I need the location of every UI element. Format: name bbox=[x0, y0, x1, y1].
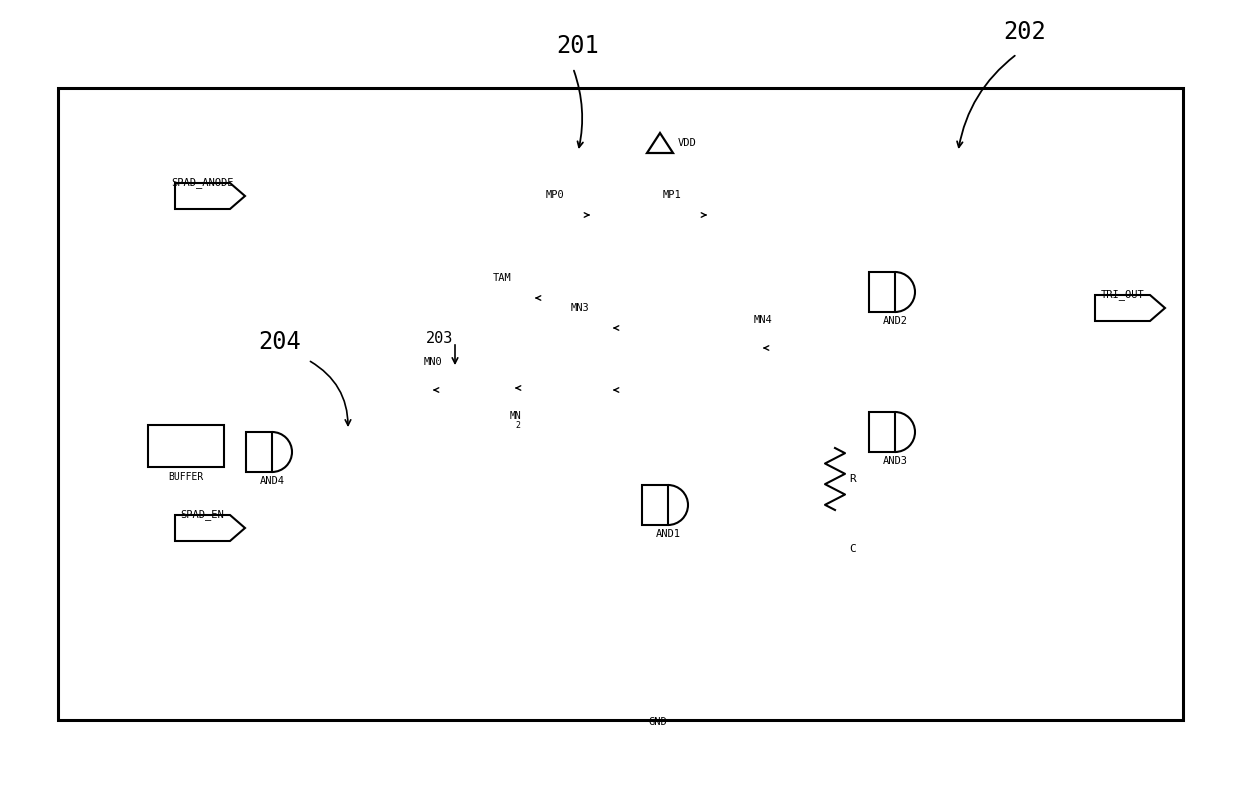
Text: TAM: TAM bbox=[492, 273, 511, 283]
Bar bbox=[869, 272, 895, 312]
Bar bbox=[642, 485, 668, 525]
Text: SPAD_ANODE: SPAD_ANODE bbox=[171, 178, 234, 189]
Text: VDD: VDD bbox=[678, 138, 697, 148]
Polygon shape bbox=[175, 183, 246, 209]
Text: AND4: AND4 bbox=[259, 476, 284, 486]
Text: MP0: MP0 bbox=[546, 190, 564, 200]
Text: BUFFER: BUFFER bbox=[169, 472, 203, 482]
Text: 204: 204 bbox=[259, 330, 301, 354]
Text: 201: 201 bbox=[557, 34, 599, 58]
Text: MP1: MP1 bbox=[662, 190, 681, 200]
Text: 203: 203 bbox=[427, 331, 454, 346]
Text: AND2: AND2 bbox=[883, 316, 908, 326]
Text: GND: GND bbox=[649, 717, 667, 727]
Text: 2: 2 bbox=[516, 421, 521, 429]
Bar bbox=[246, 432, 272, 472]
Text: AND3: AND3 bbox=[883, 456, 908, 466]
Text: MN3: MN3 bbox=[570, 303, 589, 313]
Text: TRI_OUT: TRI_OUT bbox=[1101, 290, 1145, 301]
Text: AND1: AND1 bbox=[656, 529, 681, 539]
Polygon shape bbox=[175, 515, 246, 541]
Text: 202: 202 bbox=[1003, 20, 1047, 44]
Text: MN: MN bbox=[510, 411, 521, 421]
Bar bbox=[148, 425, 224, 467]
Bar bbox=[869, 412, 895, 452]
Text: C: C bbox=[849, 544, 856, 554]
Polygon shape bbox=[647, 133, 673, 153]
Text: SPAD_EN: SPAD_EN bbox=[181, 510, 224, 521]
Text: MN4: MN4 bbox=[754, 315, 773, 325]
Polygon shape bbox=[1095, 295, 1166, 321]
Text: R: R bbox=[849, 474, 856, 484]
Bar bbox=[58, 88, 1183, 720]
Text: MN0: MN0 bbox=[424, 357, 443, 367]
